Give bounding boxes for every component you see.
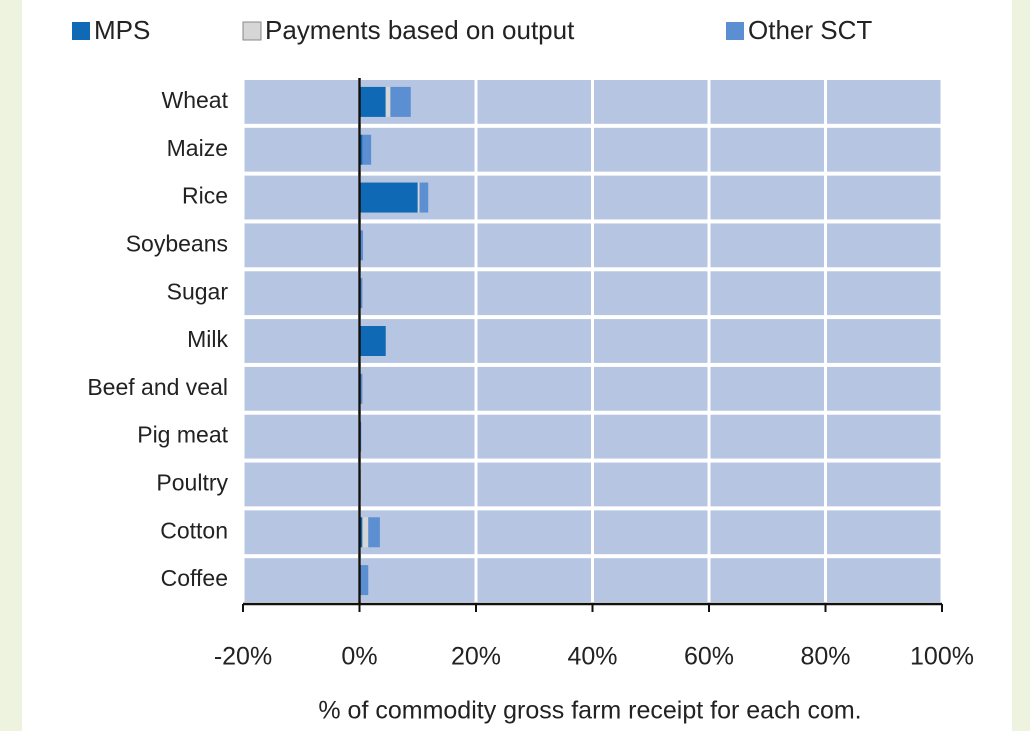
- bar-segment: [362, 517, 369, 548]
- legend-label: MPS: [94, 15, 150, 45]
- x-tick-label: 0%: [341, 643, 377, 671]
- bar-segment: [362, 134, 372, 165]
- x-tick-label: -20%: [214, 643, 272, 671]
- bar-segment: [368, 517, 380, 548]
- legend-swatch: [72, 22, 90, 40]
- x-tick-label: 80%: [800, 643, 850, 671]
- x-tick-label: 100%: [910, 643, 974, 671]
- legend-swatch: [242, 21, 262, 41]
- y-tick-label: Sugar: [167, 278, 229, 304]
- y-tick-label: Cotton: [160, 517, 228, 543]
- bar-segment: [419, 182, 429, 213]
- bar-segment: [359, 373, 363, 404]
- y-tick-label: Maize: [167, 135, 228, 161]
- bar-segment: [359, 517, 363, 548]
- x-axis-label: % of commodity gross farm receipt for ea…: [318, 697, 861, 725]
- x-tick-label: 20%: [451, 643, 501, 671]
- x-tick-label: 40%: [567, 643, 617, 671]
- y-tick-label: Rice: [182, 183, 228, 209]
- bar-segment: [359, 565, 369, 596]
- bar-segment: [359, 134, 363, 165]
- x-tick-label: 60%: [684, 643, 734, 671]
- bar-segment: [390, 86, 411, 117]
- bar-segment: [359, 230, 363, 261]
- bar-segment: [359, 182, 418, 213]
- y-tick-label: Wheat: [162, 87, 229, 113]
- y-tick-label: Coffee: [161, 565, 228, 591]
- bar-segment: [417, 182, 420, 213]
- legend-label: Payments based on output: [265, 15, 575, 45]
- legend-label: Other SCT: [748, 15, 872, 45]
- y-tick-label: Beef and veal: [87, 374, 228, 400]
- bar-segment: [359, 86, 386, 117]
- y-tick-label: Soybeans: [126, 230, 228, 256]
- y-tick-label: Poultry: [156, 470, 228, 496]
- legend-swatch: [726, 22, 744, 40]
- bar-segment: [359, 326, 386, 356]
- y-tick-label: Milk: [187, 326, 228, 352]
- bar-segment: [385, 86, 391, 117]
- bar-segment: [359, 278, 363, 309]
- y-tick-label: Pig meat: [137, 422, 228, 448]
